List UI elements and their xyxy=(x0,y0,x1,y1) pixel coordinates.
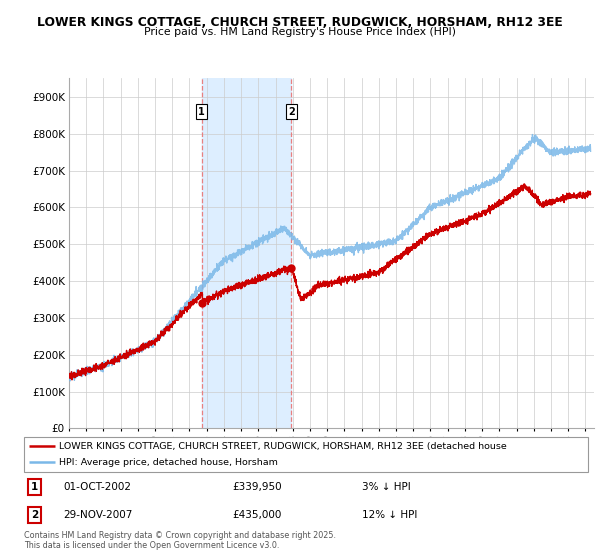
Text: Contains HM Land Registry data © Crown copyright and database right 2025.
This d: Contains HM Land Registry data © Crown c… xyxy=(24,531,336,550)
Text: 12% ↓ HPI: 12% ↓ HPI xyxy=(362,510,418,520)
Text: LOWER KINGS COTTAGE, CHURCH STREET, RUDGWICK, HORSHAM, RH12 3EE (detached house: LOWER KINGS COTTAGE, CHURCH STREET, RUDG… xyxy=(59,442,507,451)
Text: £339,950: £339,950 xyxy=(233,482,283,492)
Text: LOWER KINGS COTTAGE, CHURCH STREET, RUDGWICK, HORSHAM, RH12 3EE: LOWER KINGS COTTAGE, CHURCH STREET, RUDG… xyxy=(37,16,563,29)
Bar xyxy=(202,78,292,428)
Text: £435,000: £435,000 xyxy=(233,510,282,520)
Text: 1: 1 xyxy=(31,482,38,492)
Text: 01-OCT-2002: 01-OCT-2002 xyxy=(64,482,131,492)
Text: Price paid vs. HM Land Registry's House Price Index (HPI): Price paid vs. HM Land Registry's House … xyxy=(144,27,456,37)
Text: 2: 2 xyxy=(288,106,295,116)
Text: 2: 2 xyxy=(31,510,38,520)
FancyBboxPatch shape xyxy=(24,437,588,472)
Text: 3% ↓ HPI: 3% ↓ HPI xyxy=(362,482,411,492)
Text: HPI: Average price, detached house, Horsham: HPI: Average price, detached house, Hors… xyxy=(59,458,278,466)
Text: 1: 1 xyxy=(198,106,205,116)
Text: 29-NOV-2007: 29-NOV-2007 xyxy=(64,510,133,520)
